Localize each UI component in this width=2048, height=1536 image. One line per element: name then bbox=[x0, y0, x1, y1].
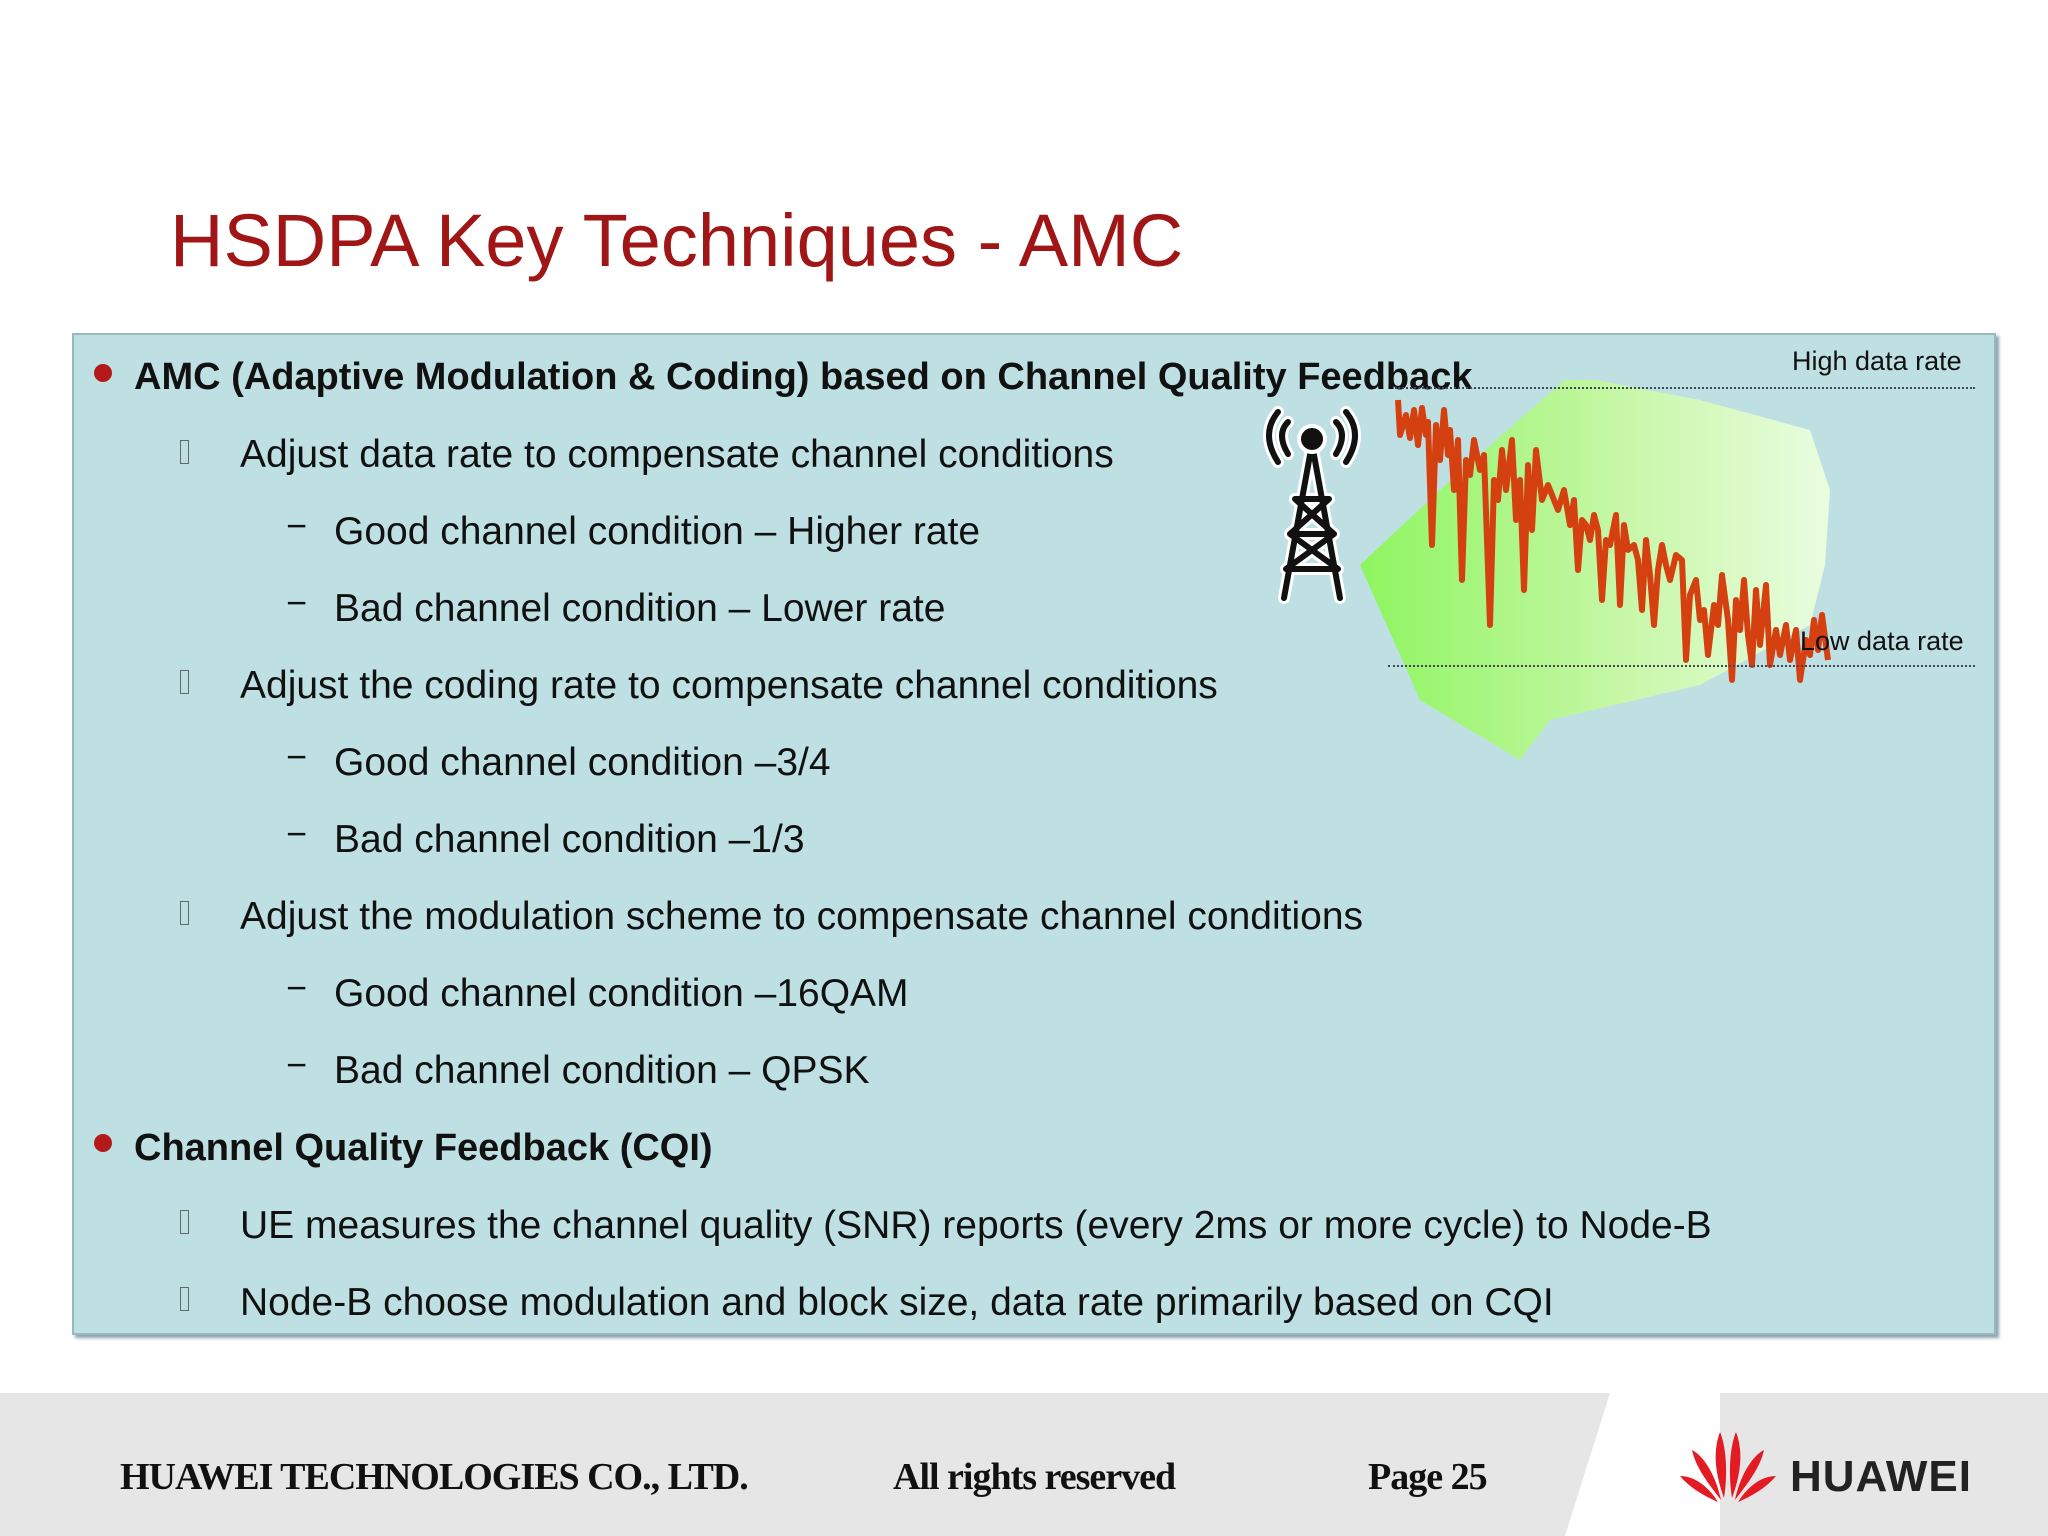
footer-rights: All rights reserved bbox=[893, 1456, 1176, 1498]
bullet-dot bbox=[94, 1134, 112, 1152]
huawei-logo-text: HUAWEI bbox=[1790, 1452, 1972, 1501]
sub-sub-bullet: Bad channel condition – QPSK bbox=[334, 1049, 870, 1092]
dash-bullet-icon: − bbox=[286, 582, 308, 623]
dash-bullet-icon: − bbox=[286, 505, 308, 546]
box-bullet-icon bbox=[180, 670, 189, 694]
box-bullet-icon bbox=[180, 1210, 189, 1234]
dash-bullet-icon: − bbox=[286, 813, 308, 854]
sub-bullet-modulation: Adjust the modulation scheme to compensa… bbox=[240, 895, 1364, 938]
box-bullet-icon bbox=[180, 901, 189, 925]
footer-divider bbox=[1565, 1393, 1720, 1536]
high-data-rate-label: High data rate bbox=[1792, 346, 1962, 376]
signal-trace bbox=[1395, 399, 1831, 683]
sub-sub-bullet: Bad channel condition – Lower rate bbox=[334, 587, 946, 630]
sub-bullet-data-rate: Adjust data rate to compensate channel c… bbox=[240, 433, 1114, 476]
sub-sub-bullet: Good channel condition – Higher rate bbox=[334, 510, 981, 553]
sub-bullet-node-b: Node-B choose modulation and block size,… bbox=[240, 1281, 1554, 1324]
cell-tower-icon bbox=[1263, 406, 1361, 604]
dash-bullet-icon: − bbox=[286, 967, 308, 1008]
sub-sub-bullet: Good channel condition –3/4 bbox=[334, 741, 831, 784]
footer-page-number: Page 25 bbox=[1368, 1456, 1488, 1498]
slide-title: HSDPA Key Techniques - AMC bbox=[170, 199, 1184, 282]
bullet-cqi-heading: Channel Quality Feedback (CQI) bbox=[134, 1127, 713, 1169]
dash-bullet-icon: − bbox=[286, 736, 308, 777]
low-rate-line bbox=[1388, 665, 1975, 667]
low-data-rate-label: Low data rate bbox=[1800, 626, 1964, 656]
high-rate-line bbox=[1395, 387, 1975, 389]
sub-sub-bullet: Bad channel condition –1/3 bbox=[334, 818, 805, 861]
dash-bullet-icon: − bbox=[286, 1044, 308, 1085]
sub-sub-bullet: Good channel condition –16QAM bbox=[334, 972, 909, 1015]
sub-bullet-ue-measures: UE measures the channel quality (SNR) re… bbox=[240, 1204, 1712, 1247]
footer-company: HUAWEI TECHNOLOGIES CO., LTD. bbox=[120, 1456, 749, 1498]
bullet-amc-heading: AMC (Adaptive Modulation & Coding) based… bbox=[134, 356, 1473, 398]
sub-bullet-coding-rate: Adjust the coding rate to compensate cha… bbox=[240, 664, 1218, 707]
box-bullet-icon bbox=[180, 1287, 189, 1311]
huawei-logo-icon bbox=[1680, 1432, 1776, 1502]
bullet-dot bbox=[94, 364, 112, 382]
amc-diagram bbox=[1360, 380, 1831, 760]
box-bullet-icon bbox=[180, 440, 189, 464]
